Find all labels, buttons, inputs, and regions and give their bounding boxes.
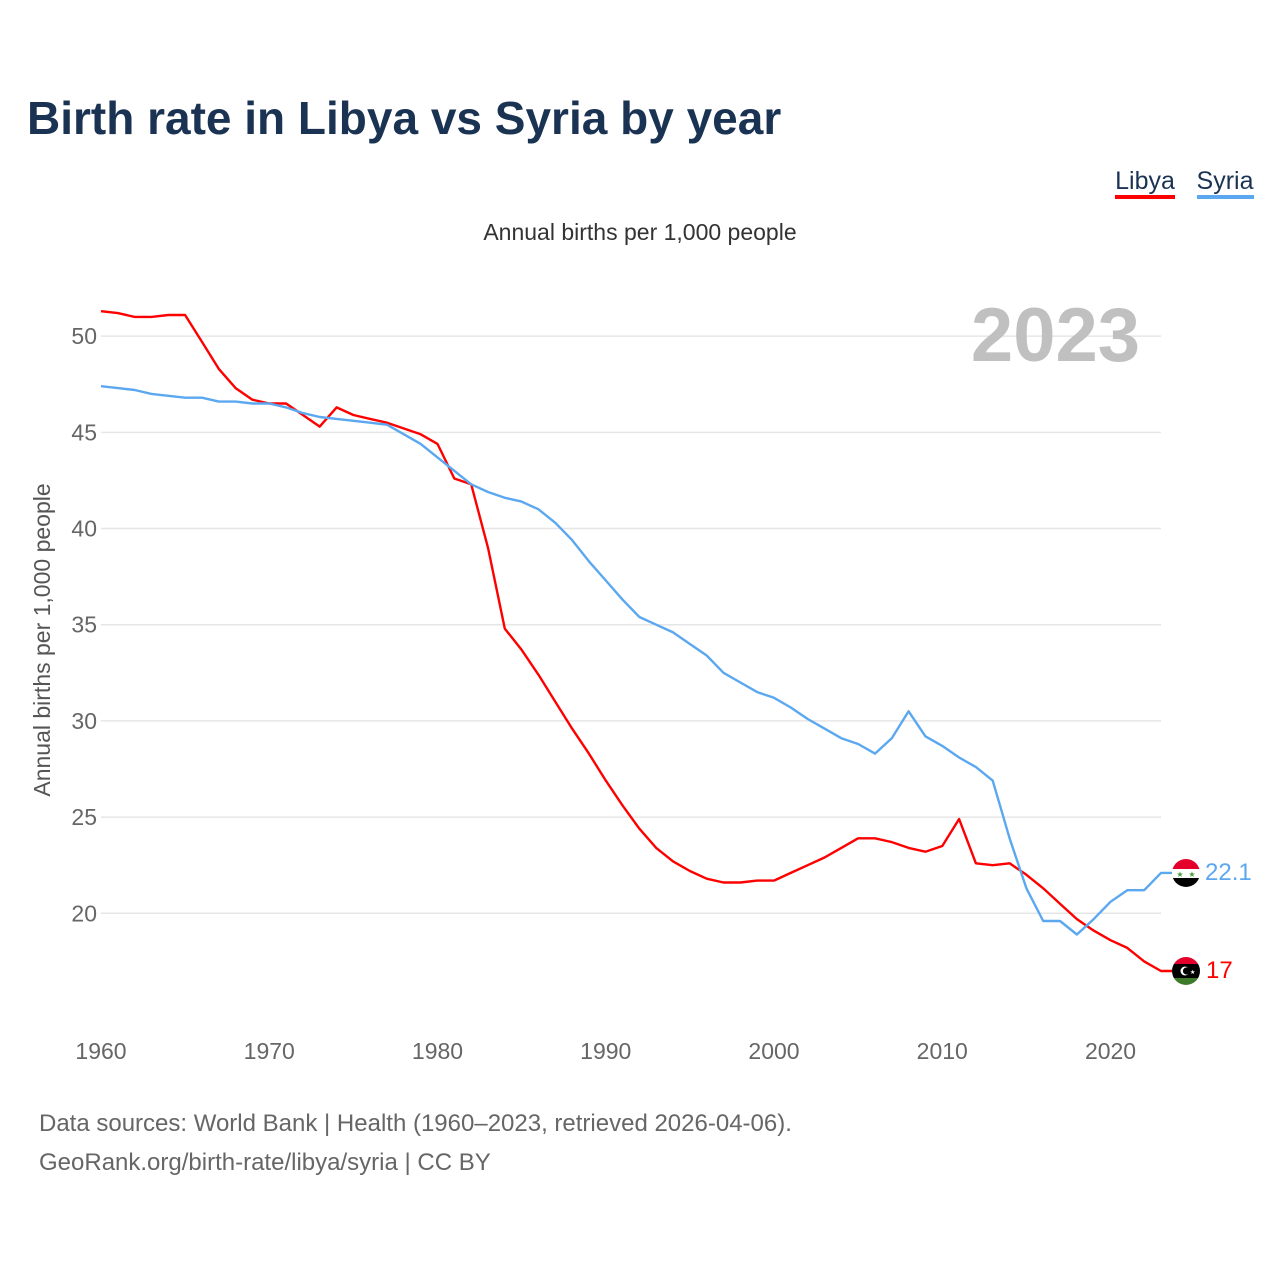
legend-swatch-libya (1115, 195, 1175, 199)
y-tick-label: 35 (71, 612, 97, 638)
svg-text:★: ★ (1176, 870, 1183, 879)
x-tick-label: 2020 (1085, 1038, 1136, 1064)
y-tick-label: 20 (71, 900, 97, 926)
footer-sources: Data sources: World Bank | Health (1960–… (39, 1110, 792, 1137)
year-watermark: 2023 (971, 293, 1140, 378)
y-tick-label: 40 (71, 516, 97, 542)
x-tick-label: 1980 (412, 1038, 463, 1064)
y-tick-label: 45 (71, 419, 97, 445)
legend-label-syria: Syria (1197, 167, 1254, 195)
footer-link[interactable]: GeoRank.org/birth-rate/libya/syria | CC … (39, 1149, 491, 1176)
svg-text:★: ★ (1188, 870, 1195, 879)
legend-item-libya[interactable]: Libya (1115, 167, 1175, 199)
chart-subtitle: Annual births per 1,000 people (483, 219, 796, 245)
x-tick-label: 1970 (244, 1038, 295, 1064)
syria-flag-icon: ★ ★ (1172, 859, 1200, 887)
x-tick-label: 2010 (917, 1038, 968, 1064)
y-tick-label: 25 (71, 804, 97, 830)
x-tick-label: 2000 (748, 1038, 799, 1064)
series-line-libya (100, 310, 1172, 973)
legend-item-syria[interactable]: Syria (1197, 167, 1254, 199)
legend-swatch-syria (1197, 195, 1254, 199)
series-line-syria (100, 385, 1172, 936)
y-axis-label: Annual births per 1,000 people (29, 483, 55, 796)
x-tick-label: 1960 (75, 1038, 126, 1064)
y-tick-label: 50 (71, 323, 97, 349)
legend-label-libya: Libya (1115, 167, 1175, 195)
x-tick-label: 1990 (580, 1038, 631, 1064)
libya-flag-icon: ★ (1172, 957, 1200, 985)
chart-title: Birth rate in Libya vs Syria by year (27, 92, 781, 144)
end-label-syria: 22.1 (1205, 859, 1252, 886)
legend: Libya Syria (1115, 167, 1254, 199)
y-tick-label: 30 (71, 708, 97, 734)
end-label-libya: 17 (1206, 957, 1233, 984)
svg-text:★: ★ (1190, 969, 1195, 976)
